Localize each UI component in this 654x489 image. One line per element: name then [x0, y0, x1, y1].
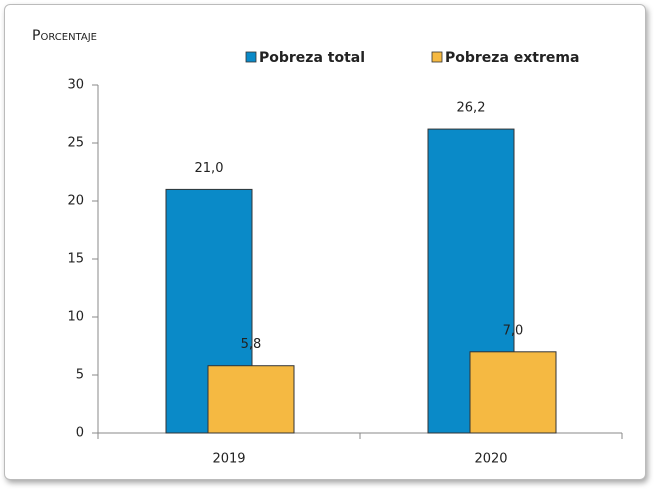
legend-label: Pobreza extrema: [445, 50, 579, 66]
y-axis-label: Porcentaje: [32, 28, 97, 44]
legend-swatch: [431, 51, 443, 63]
y-tick-label: 5: [76, 368, 84, 383]
y-tick-label: 0: [76, 426, 84, 441]
x-tick-label: 2020: [474, 452, 507, 467]
data-label: 5,8: [241, 337, 262, 352]
data-label: 7,0: [503, 323, 524, 338]
data-label: 26,2: [457, 101, 486, 116]
y-tick-label: 30: [67, 78, 84, 93]
legend-swatch: [245, 51, 257, 63]
legend-label: Pobreza total: [259, 50, 365, 66]
bar: [207, 365, 295, 434]
y-tick-label: 20: [67, 194, 84, 209]
x-tick-label: 2019: [212, 452, 245, 467]
bar: [469, 351, 557, 434]
y-tick-label: 15: [67, 252, 84, 267]
data-label: 21,0: [195, 161, 224, 176]
y-tick-label: 25: [67, 136, 84, 151]
y-tick-label: 10: [67, 310, 84, 325]
